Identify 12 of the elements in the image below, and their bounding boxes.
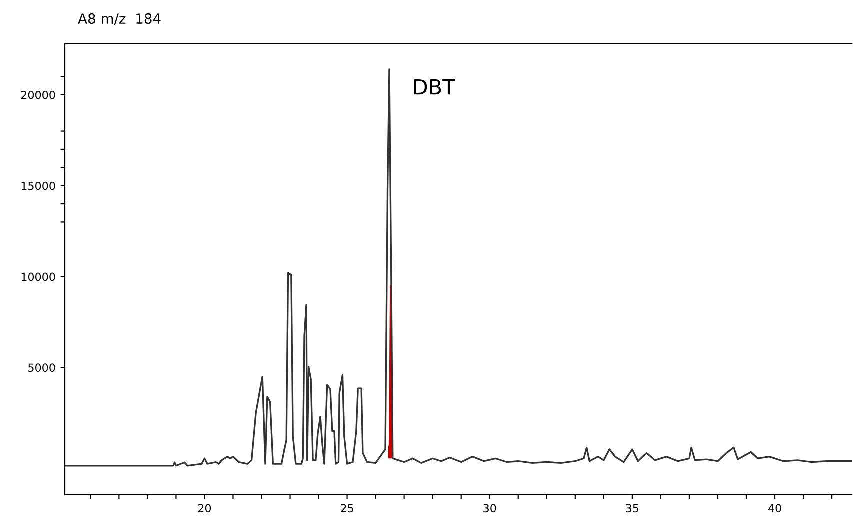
- line-series: [65, 68, 852, 467]
- annotation: DBT: [414, 79, 456, 95]
- y-tick-label: 20000: [21, 90, 56, 100]
- x-tick-label: 30: [484, 504, 496, 513]
- chart-title: A8 m/z 184: [78, 14, 161, 26]
- x-tick-label: 40: [768, 504, 782, 513]
- y-tick-label: 5000: [28, 364, 56, 372]
- x-tick-label: 35: [626, 504, 639, 513]
- x-tick-label: 25: [341, 504, 354, 513]
- x-tick-label: 20: [198, 504, 212, 513]
- y-tick-label: 10000: [22, 272, 56, 282]
- y-tick-label: 15000: [22, 182, 56, 190]
